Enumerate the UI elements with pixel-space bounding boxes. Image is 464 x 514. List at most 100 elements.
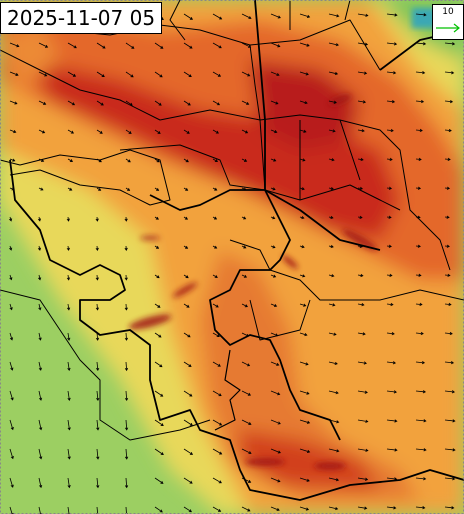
wind-arrow (154, 390, 164, 397)
wind-arrow (125, 129, 132, 134)
wind-arrow (444, 42, 456, 46)
timestamp: 2025-11-07 05 (0, 2, 163, 34)
wind-arrow (328, 186, 334, 191)
wind-arrow (154, 100, 162, 106)
wind-arrow (67, 158, 74, 162)
wind-arrow (444, 390, 456, 394)
wind-arrow (38, 419, 43, 431)
wind-arrow (328, 42, 339, 47)
wind-arrow (415, 71, 426, 75)
wind-arrow (67, 506, 71, 514)
wind-arrow (415, 244, 421, 248)
wind-arrow (415, 419, 427, 423)
wind-arrow (444, 244, 450, 248)
wind-arrow (67, 129, 75, 134)
wind-arrow (444, 273, 451, 277)
wind-arrow (154, 332, 162, 338)
wind-arrow (299, 303, 307, 307)
wind-arrow (9, 303, 13, 311)
wind-arrow (328, 71, 339, 76)
wind-arrow (270, 274, 277, 278)
wind-arrow (67, 71, 77, 77)
wind-arrow (386, 273, 393, 277)
wind-arrow (415, 448, 427, 452)
wind-arrow (38, 100, 47, 105)
wind-arrow (444, 186, 451, 190)
wind-arrow (357, 477, 369, 481)
wind-arrow (96, 71, 105, 78)
wind-arrow (270, 448, 281, 454)
wind-arrow (154, 187, 160, 191)
wind-arrow (38, 303, 42, 311)
wind-arrow (328, 332, 337, 336)
wind-arrow (212, 158, 219, 162)
wind-arrow (241, 216, 247, 220)
wind-arrow (241, 13, 252, 20)
wind-arrow (241, 390, 252, 396)
wind-arrow (415, 390, 427, 394)
wind-arrow (386, 448, 398, 452)
wind-arrow (9, 129, 17, 134)
wind-arrow (67, 390, 71, 401)
wind-arrow (9, 477, 14, 488)
wind-arrow (328, 448, 340, 453)
wind-arrow (212, 303, 219, 308)
wind-arrow (95, 274, 99, 281)
wind-arrow (270, 361, 280, 366)
wind-arrow (212, 187, 218, 191)
wind-arrow (415, 215, 421, 219)
wind-arrow (67, 42, 77, 49)
wind-arrow (270, 477, 281, 483)
wind-arrow (328, 13, 340, 18)
wind-arrow (212, 506, 222, 512)
wind-arrow (415, 186, 422, 190)
wind-arrow (270, 187, 276, 191)
wind-arrow (9, 274, 13, 281)
wind-arrow (328, 506, 339, 511)
wind-arrow (66, 216, 70, 222)
wind-arrow (357, 448, 369, 452)
wind-arrow (241, 303, 248, 308)
wind-arrow (386, 13, 398, 17)
wind-arrow (38, 448, 43, 460)
wind-arrow (241, 100, 250, 105)
wind-arrow (357, 129, 365, 133)
wind-arrow (386, 186, 393, 190)
wind-arrow (66, 274, 71, 281)
wind-arrow (241, 477, 252, 483)
wind-arrow (299, 100, 308, 105)
wind-arrow (444, 506, 455, 510)
wind-arrow (328, 158, 335, 162)
wind-arrow (96, 129, 103, 134)
wind-arrow (357, 100, 367, 104)
wind-arrow (270, 245, 276, 249)
wind-arrow (124, 419, 129, 431)
wind-arrow (38, 332, 42, 341)
wind-arrow (212, 332, 220, 338)
wind-arrow (96, 100, 104, 106)
wind-arrow (67, 187, 73, 191)
wind-arrow (67, 477, 71, 489)
wind-arrow (183, 158, 189, 163)
wind-arrow (270, 100, 279, 105)
wind-arrow (183, 71, 192, 78)
wind-arrow (415, 477, 427, 481)
wind-arrow (241, 158, 248, 162)
wind-arrow (444, 215, 450, 219)
wind-arrow (270, 13, 281, 19)
wind-arrow (357, 506, 368, 510)
wind-arrow (241, 71, 251, 77)
wind-arrow (444, 128, 452, 133)
wind-arrow (67, 100, 76, 106)
wind-arrow (444, 477, 456, 481)
wind-legend: 10 (432, 4, 464, 40)
wind-arrow (299, 158, 306, 162)
wind-arrow (96, 448, 100, 460)
wind-arrow (212, 390, 222, 397)
wind-arrow (328, 419, 340, 424)
wind-arrow (386, 128, 394, 133)
wind-arrow (67, 419, 71, 431)
wind-arrow (386, 215, 392, 219)
